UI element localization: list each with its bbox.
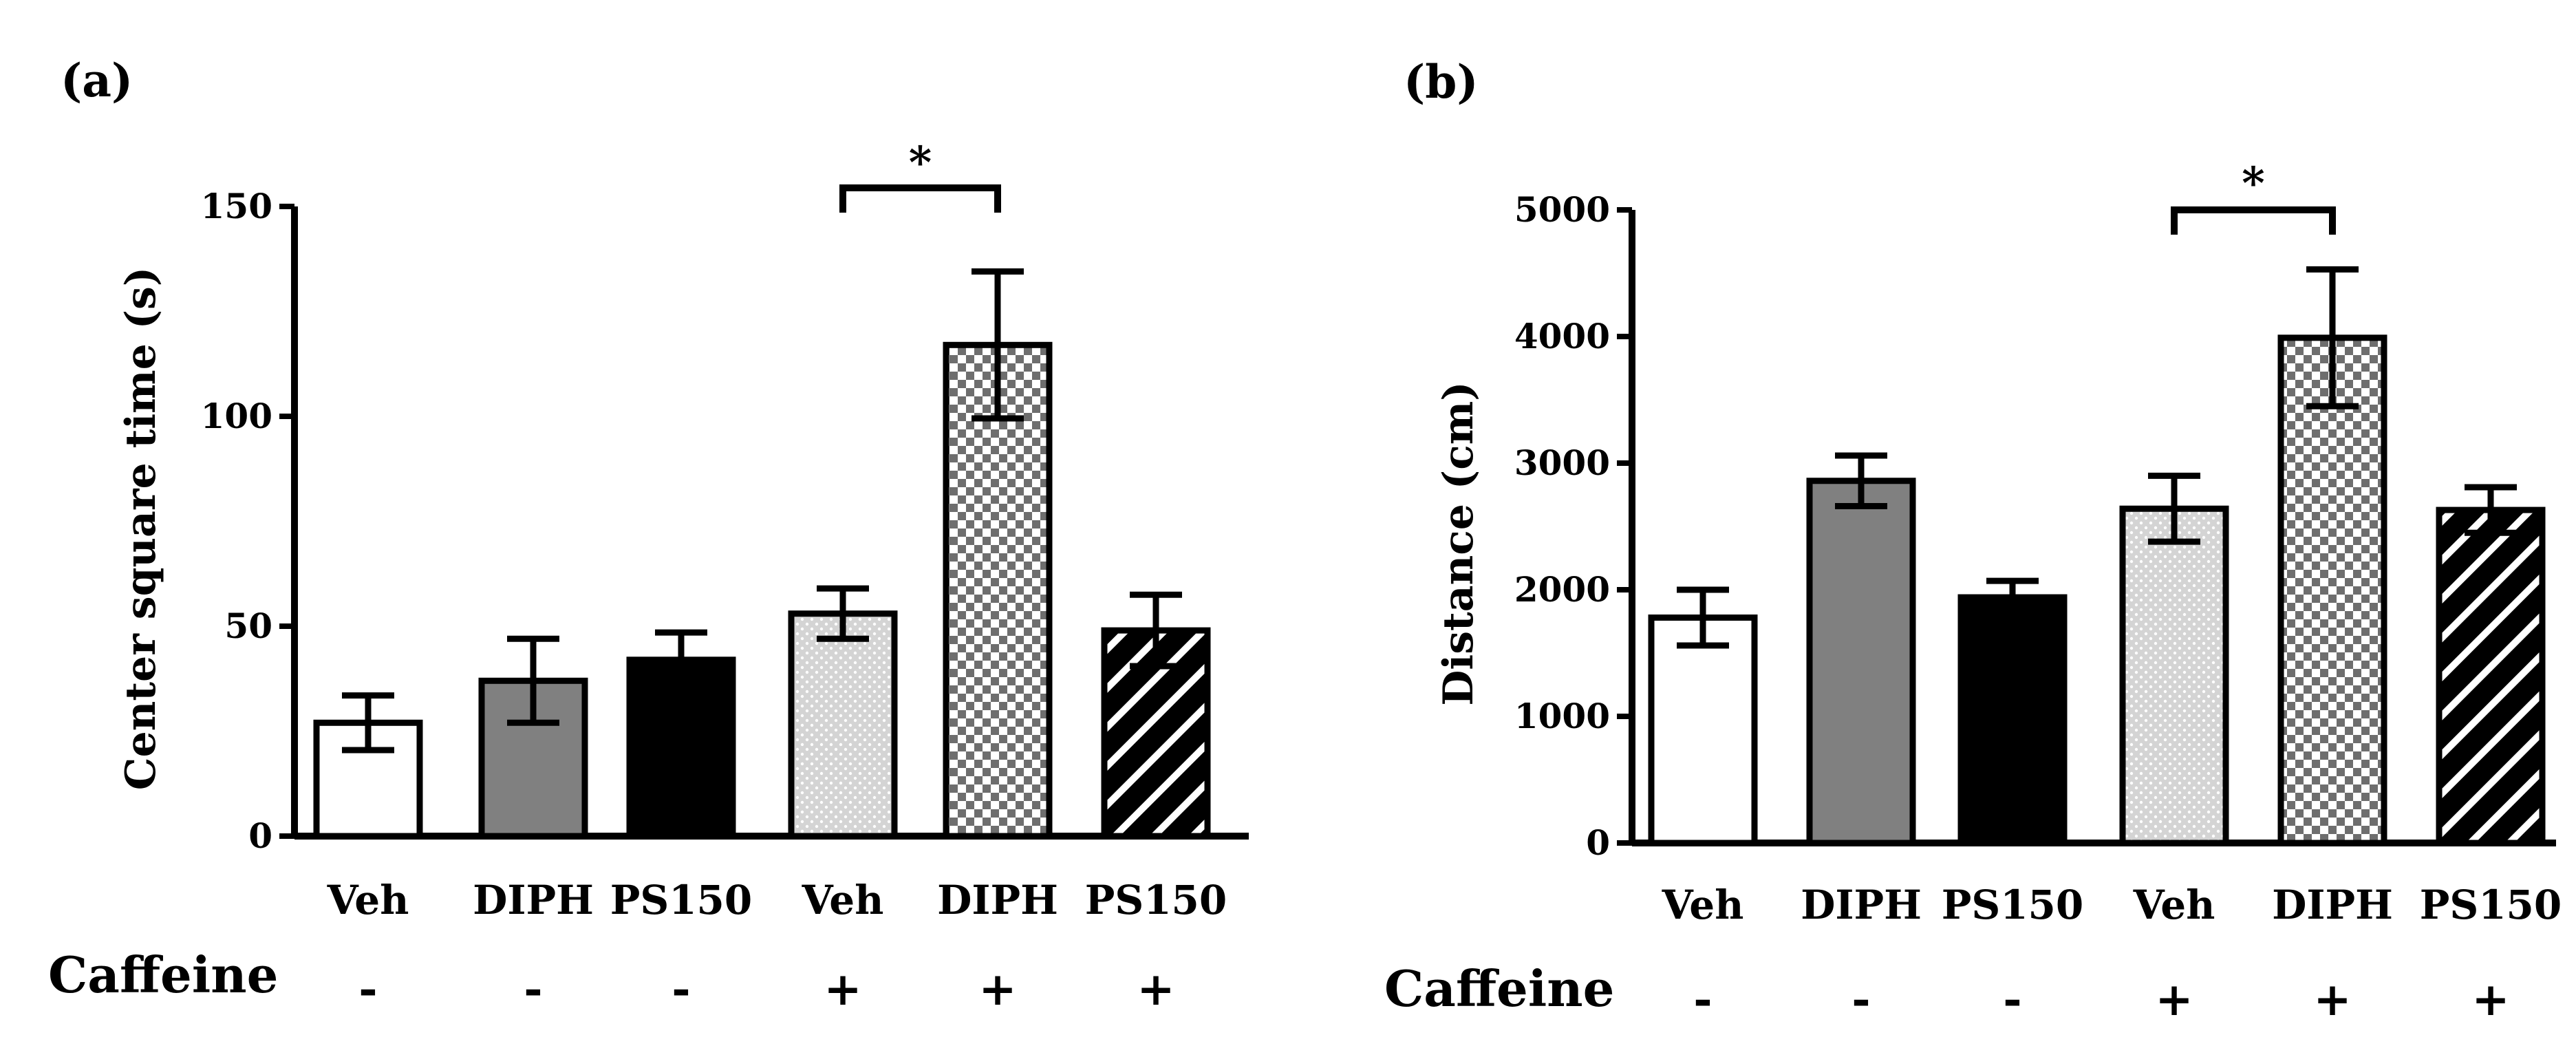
caffeine-sign: + bbox=[2155, 972, 2193, 1026]
bar bbox=[1957, 594, 2068, 846]
y-tick-label: 0 bbox=[248, 815, 272, 856]
y-tick-label: 50 bbox=[224, 606, 272, 646]
bar bbox=[1806, 478, 1916, 846]
caffeine-sign: - bbox=[672, 962, 690, 1016]
significance-bracket: * bbox=[839, 137, 1001, 213]
caffeine-sign: + bbox=[2471, 972, 2509, 1026]
y-axis-label: Center square time (s) bbox=[117, 267, 165, 790]
y-tick-label: 1000 bbox=[1514, 696, 1610, 736]
significance-bracket: * bbox=[2171, 158, 2336, 235]
significance-line bbox=[839, 184, 1001, 213]
caffeine-sign: + bbox=[2313, 972, 2351, 1026]
caffeine-label: Caffeine bbox=[1384, 959, 1614, 1018]
caffeine-sign: - bbox=[1852, 972, 1870, 1026]
y-tick-label: 3000 bbox=[1514, 442, 1610, 483]
category-label: Veh bbox=[802, 877, 884, 923]
category-label: DIPH bbox=[473, 877, 594, 923]
category-label: DIPH bbox=[2272, 882, 2393, 928]
panel-a: (a) Center square time (s) 0 50 100 150 Veh… bbox=[48, 54, 1249, 1016]
category-label: DIPH bbox=[1801, 882, 1922, 928]
panel-label: (b) bbox=[1404, 55, 1479, 109]
significance-line bbox=[2171, 206, 2336, 235]
caffeine-sign: - bbox=[2003, 972, 2021, 1026]
bar bbox=[2119, 505, 2229, 846]
category-label: PS150 bbox=[2420, 882, 2562, 928]
caffeine-sign: - bbox=[524, 962, 542, 1016]
caffeine-label: Caffeine bbox=[48, 946, 278, 1004]
caffeine-sign: - bbox=[358, 962, 377, 1016]
y-tick-label: 100 bbox=[201, 396, 272, 436]
category-label: PS150 bbox=[1942, 882, 2084, 928]
y-axis-label: Distance (cm) bbox=[1435, 381, 1483, 705]
y-tick-label: 150 bbox=[201, 186, 272, 226]
panel-label: (a) bbox=[61, 54, 133, 107]
category-label: Veh bbox=[1662, 882, 1744, 928]
y-tick-label: 5000 bbox=[1514, 189, 1610, 230]
y-tick-label: 0 bbox=[1586, 822, 1610, 863]
category-label: PS150 bbox=[1085, 877, 1227, 923]
caffeine-sign: + bbox=[1137, 962, 1174, 1016]
caffeine-sign: - bbox=[1693, 972, 1712, 1026]
bar bbox=[1648, 614, 1758, 846]
bar bbox=[2277, 334, 2387, 846]
category-label: DIPH bbox=[937, 877, 1058, 923]
y-tick-label: 2000 bbox=[1514, 569, 1610, 610]
category-label: Veh bbox=[327, 877, 409, 923]
panel-b: (b) Distance (cm) 010002000300040005000 … bbox=[1384, 55, 2562, 1026]
significance-star: * bbox=[2242, 158, 2264, 209]
bar bbox=[2436, 506, 2546, 846]
category-label: Veh bbox=[2133, 882, 2215, 928]
y-tick-label: 4000 bbox=[1514, 316, 1610, 356]
caffeine-sign: + bbox=[824, 962, 861, 1016]
significance-star: * bbox=[909, 137, 932, 189]
caffeine-sign: + bbox=[978, 962, 1016, 1016]
category-label: PS150 bbox=[610, 877, 753, 923]
bar bbox=[788, 610, 898, 840]
